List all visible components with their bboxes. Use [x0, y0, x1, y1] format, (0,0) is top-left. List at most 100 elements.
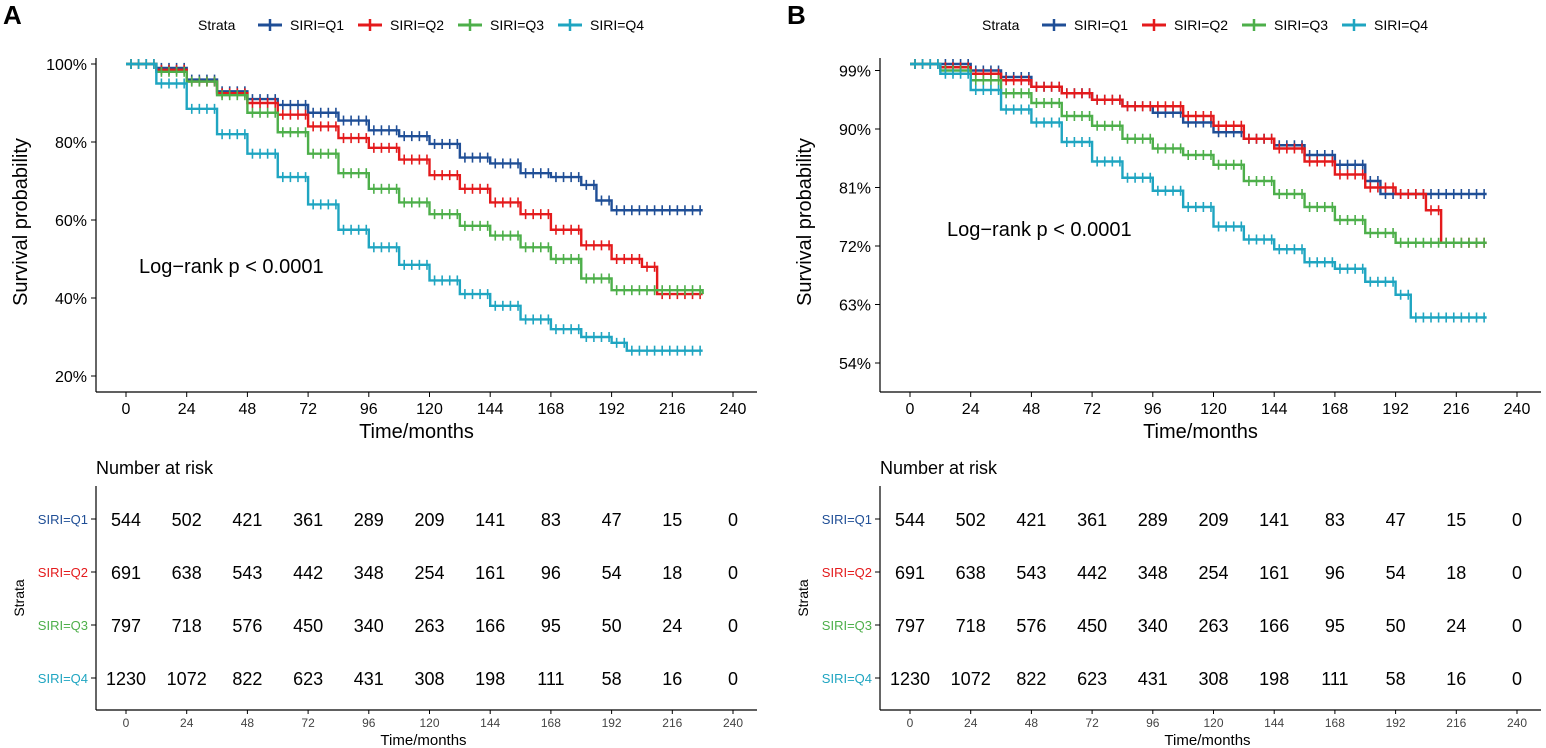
risk-count: 718 — [956, 616, 986, 636]
x-tick-label: 96 — [360, 401, 378, 418]
risk-count: 1230 — [890, 669, 930, 689]
risk-x-tick-label: 48 — [241, 716, 255, 730]
risk-y-title: Strata — [795, 579, 811, 617]
risk-count: 822 — [232, 669, 262, 689]
risk-row-label: SIRI=Q2 — [38, 565, 88, 580]
risk-count: 254 — [1198, 563, 1228, 583]
risk-count: 576 — [1016, 616, 1046, 636]
risk-count: 58 — [1386, 669, 1406, 689]
risk-x-tick-label: 144 — [1264, 716, 1284, 730]
risk-count: 691 — [111, 563, 141, 583]
risk-count: 543 — [232, 563, 262, 583]
x-tick-label: 144 — [477, 401, 504, 418]
y-tick-label: 100% — [46, 57, 87, 74]
risk-count: 576 — [232, 616, 262, 636]
risk-count: 24 — [1446, 616, 1466, 636]
risk-x-tick-label: 240 — [723, 716, 743, 730]
risk-x-tick-label: 168 — [541, 716, 561, 730]
risk-count: 361 — [1077, 510, 1107, 530]
risk-count: 1072 — [951, 669, 991, 689]
risk-count: 111 — [537, 669, 564, 689]
risk-count: 263 — [1198, 616, 1228, 636]
risk-count: 544 — [111, 510, 141, 530]
y-tick-label: 99% — [839, 64, 871, 81]
x-tick-label: 72 — [299, 401, 317, 418]
x-tick-label: 240 — [1504, 401, 1531, 418]
risk-x-tick-label: 96 — [362, 716, 376, 730]
y-tick-label: 63% — [839, 298, 871, 315]
risk-count: 16 — [662, 669, 682, 689]
risk-row-label: SIRI=Q1 — [822, 512, 872, 527]
logrank-annotation: Log−rank p < 0.0001 — [947, 219, 1132, 241]
risk-count: 83 — [1325, 510, 1345, 530]
risk-count: 254 — [414, 563, 444, 583]
risk-x-tick-label: 192 — [602, 716, 622, 730]
x-tick-label: 96 — [1144, 401, 1162, 418]
risk-x-tick-label: 168 — [1325, 716, 1345, 730]
risk-row-label: SIRI=Q2 — [822, 565, 872, 580]
risk-count: 54 — [602, 563, 622, 583]
risk-count: 543 — [1016, 563, 1046, 583]
series-siri-q3 — [126, 59, 704, 296]
risk-count: 209 — [414, 510, 444, 530]
risk-count: 822 — [1016, 669, 1046, 689]
x-tick-label: 0 — [906, 401, 915, 418]
risk-count: 0 — [1512, 669, 1522, 689]
legend-item: SIRI=Q4 — [1342, 17, 1428, 33]
risk-x-tick-label: 144 — [480, 716, 500, 730]
risk-count: 0 — [1512, 510, 1522, 530]
risk-count: 1230 — [106, 669, 146, 689]
risk-x-tick-label: 240 — [1507, 716, 1527, 730]
risk-count: 95 — [1325, 616, 1345, 636]
survival-curve — [126, 62, 704, 295]
series-siri-q4 — [910, 59, 1487, 323]
risk-count: 54 — [1386, 563, 1406, 583]
risk-row-label: SIRI=Q4 — [822, 671, 872, 686]
risk-count: 18 — [1446, 563, 1466, 583]
risk-count: 289 — [354, 510, 384, 530]
risk-count: 141 — [475, 510, 505, 530]
risk-row-label: SIRI=Q1 — [38, 512, 88, 527]
legend-item: SIRI=Q3 — [458, 17, 544, 33]
risk-row: SIRI=Q4 1230 1072 822 623 431 308 198 111 58 16 0 — [38, 669, 738, 689]
risk-count: 58 — [602, 669, 622, 689]
risk-row: SIRI=Q1 544 502 421 361 289 209 141 83 47 15 0 — [38, 510, 738, 530]
risk-count: 308 — [1198, 669, 1228, 689]
risk-count: 638 — [172, 563, 202, 583]
x-tick-label: 168 — [538, 401, 565, 418]
risk-count: 623 — [293, 669, 323, 689]
risk-count: 95 — [541, 616, 561, 636]
risk-count: 361 — [293, 510, 323, 530]
risk-row: SIRI=Q1 544 502 421 361 289 209 141 83 47 15 0 — [822, 510, 1522, 530]
risk-table: Number at risk SIRI=Q1 544 502 421 361 289 209 1… — [11, 458, 757, 748]
y-tick-label: 20% — [55, 369, 87, 386]
risk-count: 96 — [1325, 563, 1345, 583]
risk-count: 161 — [1259, 563, 1289, 583]
y-axis-title: Survival probability — [794, 138, 816, 306]
legend-label: SIRI=Q3 — [1274, 17, 1328, 33]
risk-count: 348 — [354, 563, 384, 583]
risk-count: 24 — [662, 616, 682, 636]
risk-x-tick-label: 0 — [123, 716, 130, 730]
risk-count: 797 — [895, 616, 925, 636]
x-axis-title: Time/months — [1143, 421, 1258, 443]
risk-count: 450 — [1077, 616, 1107, 636]
risk-x-tick-label: 0 — [907, 716, 914, 730]
legend-label: SIRI=Q1 — [290, 17, 344, 33]
risk-count: 691 — [895, 563, 925, 583]
survival-curve — [910, 62, 1487, 196]
legend-title: Strata — [198, 17, 236, 33]
panel-letter: B — [787, 0, 806, 30]
risk-x-tick-label: 216 — [662, 716, 682, 730]
y-tick-label: 72% — [839, 239, 871, 256]
risk-x-tick-label: 72 — [1085, 716, 1099, 730]
risk-count: 15 — [1446, 510, 1466, 530]
legend-item: SIRI=Q3 — [1242, 17, 1328, 33]
risk-count: 718 — [172, 616, 202, 636]
x-tick-label: 216 — [1443, 401, 1470, 418]
legend: Strata SIRI=Q1 SIRI=Q2 SIRI=Q3 SIRI=Q4 — [198, 17, 644, 33]
risk-count: 421 — [232, 510, 262, 530]
risk-count: 96 — [541, 563, 561, 583]
legend-item: SIRI=Q4 — [558, 17, 644, 33]
